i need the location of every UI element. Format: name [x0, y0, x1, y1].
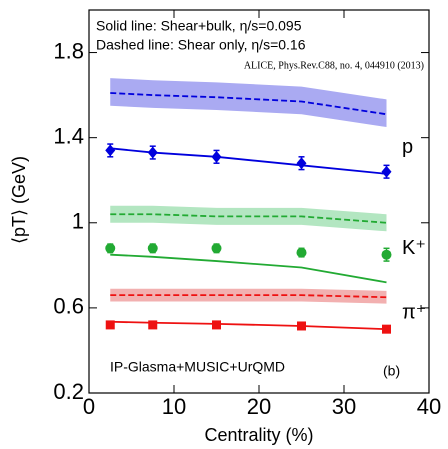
marker	[105, 320, 115, 330]
series-label: K⁺	[402, 237, 426, 259]
marker	[211, 150, 222, 163]
marker	[381, 249, 392, 260]
x-tick-label: 30	[332, 394, 356, 419]
dashed-line	[110, 213, 387, 224]
marker	[297, 321, 306, 331]
dashed-line	[110, 92, 387, 116]
marker	[296, 247, 307, 258]
marker	[147, 146, 158, 159]
y-tick-label: 1.8	[53, 38, 84, 63]
annotation: Solid line: Shear+bulk, η/s=0.095	[96, 18, 302, 34]
model-band	[110, 78, 387, 128]
reference: ALICE, Phys.Rev.C88, no. 4, 044910 (2013…	[244, 60, 424, 71]
marker	[296, 157, 307, 170]
marker	[105, 243, 116, 254]
series-label: p	[402, 136, 413, 158]
annotation: Dashed line: Shear only, η/s=0.16	[96, 37, 306, 53]
marker	[382, 324, 391, 334]
marker	[148, 320, 158, 330]
solid-line	[110, 253, 387, 284]
annotation: IP-Glasma+MUSIC+UrQMD	[110, 359, 285, 375]
y-tick-label: 1	[72, 209, 84, 234]
series-label: π⁺	[402, 301, 426, 323]
model-band	[110, 288, 387, 304]
y-tick-label: 1.4	[53, 123, 84, 148]
x-axis-label: Centrality (%)	[204, 425, 313, 445]
dashed-line	[110, 294, 387, 299]
y-tick-label: 0.6	[53, 294, 84, 319]
x-tick-label: 0	[83, 394, 95, 419]
marker	[381, 165, 392, 178]
x-tick-label: 10	[162, 394, 186, 419]
panel-label: (b)	[383, 363, 400, 379]
marker	[211, 243, 222, 254]
model-band	[110, 205, 387, 232]
marker	[147, 243, 158, 254]
y-tick-label: 0.2	[53, 379, 84, 404]
y-axis-label: ⟨pT⟩ (GeV)	[9, 156, 29, 244]
x-tick-label: 40	[417, 394, 441, 419]
marker	[212, 320, 221, 330]
x-tick-label: 20	[247, 394, 271, 419]
marker	[105, 144, 116, 157]
